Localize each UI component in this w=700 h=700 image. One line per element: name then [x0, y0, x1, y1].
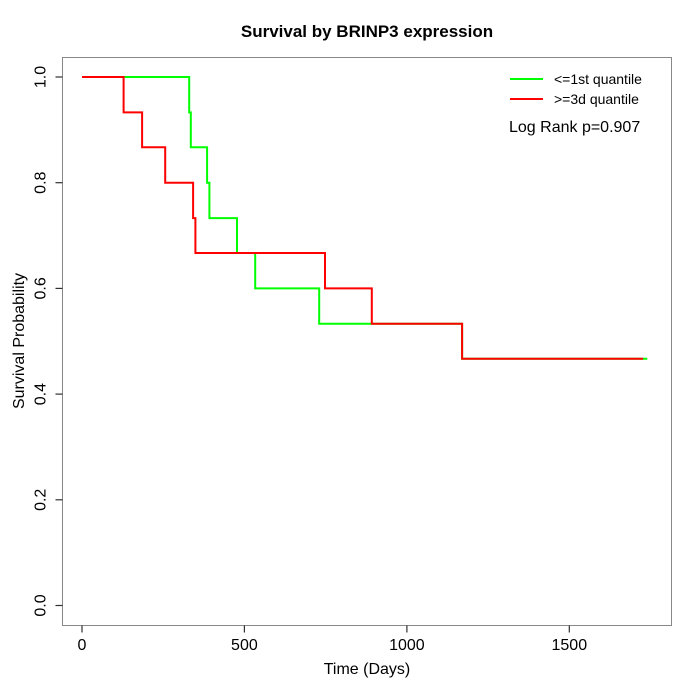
x-axis-label: Time (Days) [323, 661, 411, 678]
x-tick-label: 500 [231, 637, 258, 654]
y-tick-label: 0.4 [33, 383, 50, 405]
legend-label-red: >=3d quantile [554, 91, 639, 107]
legend-label-green: <=1st quantile [554, 71, 642, 87]
x-tick-label: 1500 [552, 637, 588, 654]
survival-curve-green [82, 76, 648, 360]
survival-curve-red [82, 76, 644, 360]
chart-title: Survival by BRINP3 expression [240, 22, 494, 41]
legend-item-third-quantile: >=3d quantile [510, 89, 642, 109]
y-tick-label: 0.2 [33, 489, 50, 511]
y-axis-label: Survival Probability [11, 272, 28, 410]
legend-line-red [510, 98, 543, 100]
log-rank-p-value: Log Rank p=0.907 [509, 119, 641, 136]
y-tick-label: 0.0 [33, 594, 50, 616]
legend: <=1st quantile >=3d quantile [510, 69, 642, 109]
y-tick-label: 1.0 [33, 66, 50, 88]
legend-line-green [510, 78, 543, 80]
plot-box [62, 57, 672, 626]
y-tick-label: 0.6 [33, 277, 50, 299]
x-tick-label: 0 [78, 637, 87, 654]
legend-item-first-quantile: <=1st quantile [510, 69, 642, 89]
y-tick-label: 0.8 [33, 171, 50, 193]
x-tick-label: 1000 [389, 637, 425, 654]
